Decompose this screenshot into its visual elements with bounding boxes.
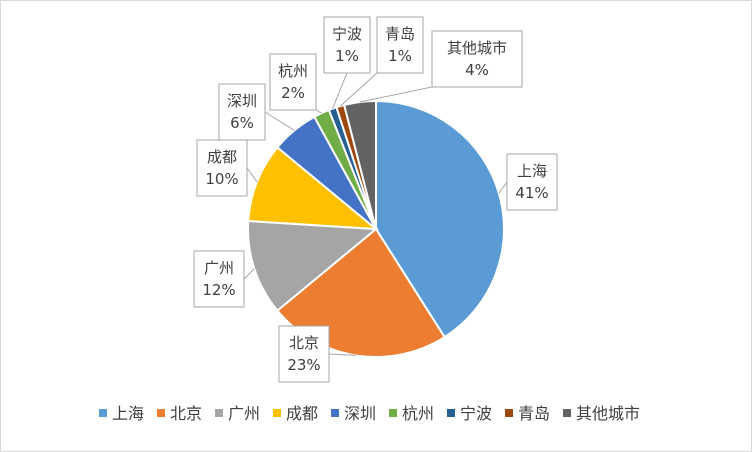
leader-line (315, 109, 322, 114)
data-label-value: 23% (287, 356, 320, 374)
legend-item-label: 上海 (112, 404, 144, 423)
leader-line (264, 111, 295, 131)
data-label-value: 41% (515, 184, 548, 202)
legend-item-label: 成都 (286, 404, 318, 423)
legend-swatch (99, 409, 107, 417)
pie-slices (246, 99, 505, 358)
data-label-category: 广州 (204, 259, 234, 277)
data-label-box (376, 16, 424, 74)
data-label-box (431, 30, 523, 88)
legend-swatch (447, 409, 455, 417)
legend: 上海 北京 广州 成都 深圳 杭州 宁波 青岛 其他城市 (99, 404, 640, 423)
legend-item-label: 杭州 (402, 404, 434, 423)
pie-slice-4 (247, 146, 380, 231)
leader-line (339, 72, 378, 107)
data-label-value: 1% (388, 47, 412, 65)
leader-line (332, 72, 348, 109)
legend-item-label: 北京 (170, 404, 202, 423)
data-label-category: 北京 (289, 334, 319, 352)
data-label-category: 宁波 (332, 25, 362, 43)
leader-line (498, 181, 508, 194)
pie-slice-9 (342, 99, 377, 230)
data-label-box (278, 325, 330, 383)
legend-swatch (331, 409, 339, 417)
legend-swatch (215, 409, 223, 417)
data-labels: 上海 41% 北京 23% 广州 12% 成都 10% 深圳 6% 杭州 2% 宁波 1% 青岛 1% 其他城市… (193, 16, 558, 383)
leader-lines (243, 72, 508, 356)
data-label-category: 深圳 (227, 92, 257, 110)
data-label-value: 2% (281, 84, 305, 102)
data-label-category: 青岛 (385, 25, 415, 43)
legend-item-label: 其他城市 (576, 404, 640, 423)
legend-swatch (389, 409, 397, 417)
pie-slice-3 (246, 219, 379, 312)
data-label-box (218, 83, 266, 141)
legend-swatch (505, 409, 513, 417)
leader-line (246, 167, 258, 183)
legend-item-label: 深圳 (344, 404, 376, 423)
legend-swatch (273, 409, 281, 417)
legend-swatch (157, 409, 165, 417)
legend-swatch (563, 409, 571, 417)
data-label-box (323, 16, 371, 74)
data-label-value: 4% (465, 61, 489, 79)
data-label-category: 成都 (207, 148, 237, 166)
data-label-box (193, 250, 245, 308)
leader-line (359, 86, 433, 103)
legend-item-label: 青岛 (518, 404, 550, 423)
data-label-category: 其他城市 (447, 39, 507, 57)
data-label-box (506, 153, 558, 211)
leader-line (243, 268, 255, 280)
data-label-value: 12% (202, 281, 235, 299)
legend-item-label: 宁波 (460, 404, 492, 423)
data-label-box (196, 139, 248, 197)
legend-item-label: 广州 (228, 404, 260, 423)
data-label-value: 6% (230, 114, 254, 132)
data-label-value: 10% (205, 170, 238, 188)
data-label-box (269, 53, 317, 111)
data-label-category: 上海 (517, 162, 547, 180)
data-label-value: 1% (335, 47, 359, 65)
data-label-category: 杭州 (278, 62, 308, 80)
leader-line (328, 353, 357, 356)
